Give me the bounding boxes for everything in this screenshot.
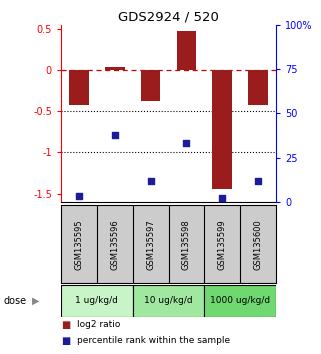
Text: GSM135600: GSM135600 — [254, 219, 263, 270]
Point — [76, 194, 82, 199]
Text: log2 ratio: log2 ratio — [77, 320, 120, 330]
Bar — [248, 70, 268, 105]
Text: 1000 ug/kg/d: 1000 ug/kg/d — [210, 296, 270, 306]
Text: GSM135597: GSM135597 — [146, 219, 155, 270]
Bar — [213, 70, 232, 189]
Text: 10 ug/kg/d: 10 ug/kg/d — [144, 296, 193, 306]
Text: GSM135599: GSM135599 — [218, 219, 227, 270]
Text: 1 ug/kg/d: 1 ug/kg/d — [75, 296, 118, 306]
Title: GDS2924 / 520: GDS2924 / 520 — [118, 11, 219, 24]
Point — [256, 178, 261, 183]
Bar — [105, 67, 125, 70]
Text: ■: ■ — [61, 320, 70, 330]
Point — [220, 195, 225, 201]
Bar — [69, 70, 89, 105]
Bar — [204, 285, 276, 317]
Point — [148, 178, 153, 183]
Point — [112, 132, 117, 137]
Text: GSM135598: GSM135598 — [182, 219, 191, 270]
Bar — [133, 285, 204, 317]
Bar — [177, 30, 196, 70]
Text: ■: ■ — [61, 336, 70, 346]
Text: dose: dose — [3, 296, 26, 306]
Bar — [141, 70, 160, 101]
Bar — [61, 285, 133, 317]
Text: ▶: ▶ — [32, 296, 39, 306]
Text: GSM135595: GSM135595 — [74, 219, 83, 270]
Text: GSM135596: GSM135596 — [110, 219, 119, 270]
Text: percentile rank within the sample: percentile rank within the sample — [77, 336, 230, 345]
Point — [184, 141, 189, 146]
